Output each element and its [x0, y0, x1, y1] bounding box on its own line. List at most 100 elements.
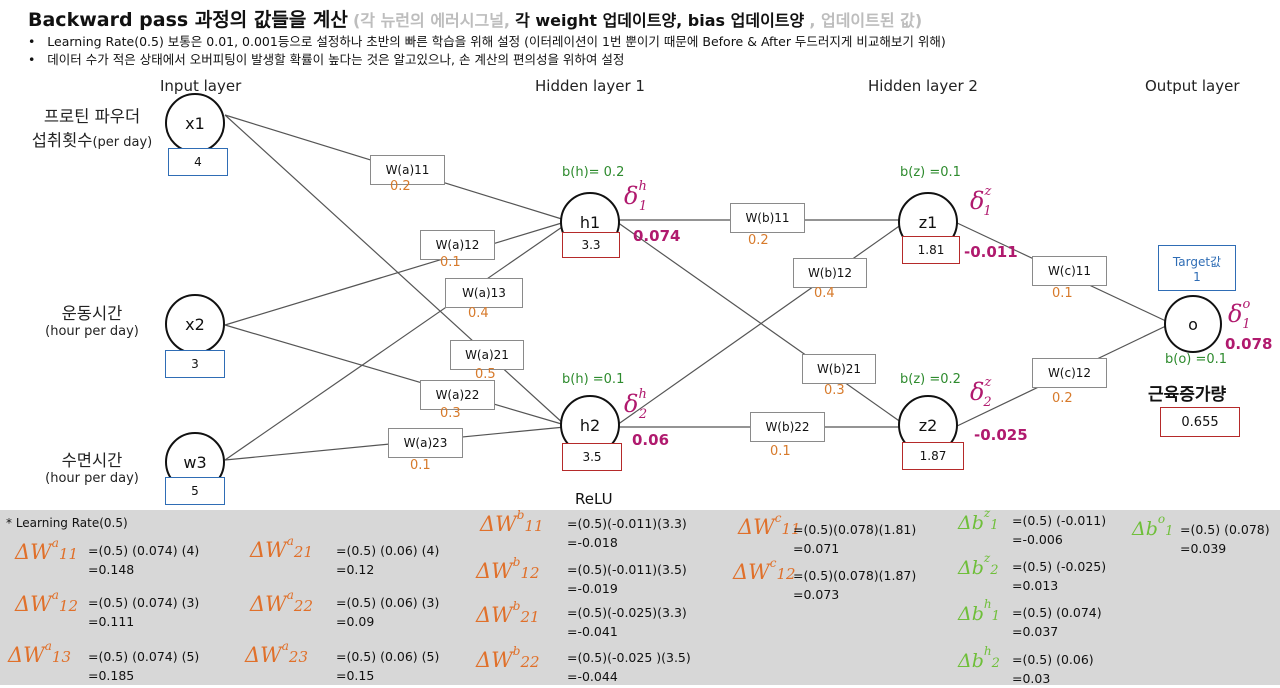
node-x2: x2	[165, 294, 225, 354]
delta-h2-icon: δh2	[624, 387, 648, 422]
calc-b21: =(0.5)(-0.025)(3.3) =-0.041	[567, 603, 687, 641]
calc-bz1: =(0.5) (-0.011) =-0.006	[1012, 511, 1106, 549]
calc-c12-line2: =0.073	[793, 587, 840, 602]
delta-w-a23-symbol: ΔWa23	[245, 639, 308, 667]
calculation-panel	[0, 510, 1280, 685]
weight-a13: W(a)13	[445, 278, 523, 308]
calc-bo: =(0.5) (0.078) =0.039	[1180, 520, 1270, 558]
input-label-3-unit: (hour per day)	[45, 471, 139, 486]
calc-a21-line2: =0.12	[336, 562, 375, 577]
delta-w-a11-sup: a	[51, 536, 59, 550]
calc-c11-line2: =0.071	[793, 541, 840, 556]
value-z1: 1.81	[902, 236, 960, 264]
delta-b-z2-sub: 2	[990, 563, 999, 578]
input-label-2: 운동시간 (hour per day)	[22, 300, 162, 339]
calc-a13-line1: =(0.5) (0.074) (5)	[88, 649, 200, 664]
delta-b-o-symbol: Δbo1	[1132, 512, 1174, 540]
delta-h2-value: 0.06	[632, 431, 670, 449]
delta-w-a22-symbol: ΔWa22	[250, 588, 313, 616]
input-label-2-main: 운동시간	[61, 304, 123, 323]
calc-c12: =(0.5)(0.078)(1.87) =0.073	[793, 566, 916, 604]
delta-b-h1-symbol: Δbh1	[958, 597, 1000, 625]
delta-z2-icon: δz2	[970, 375, 992, 410]
title-note-3: , 업데이트된 값)	[809, 11, 923, 30]
page-title-row: Backward pass 과정의 값들을 계산 (각 뉴런의 에러시그널, 각…	[28, 5, 922, 32]
calc-a11: =(0.5) (0.074) (4) =0.148	[88, 541, 199, 579]
calc-b12-line1: =(0.5)(-0.011)(3.5)	[567, 562, 687, 577]
delta-w-a13-symbol: ΔWa13	[8, 639, 71, 667]
delta-w-b11-sub: 11	[524, 517, 544, 535]
value-x2: 3	[165, 350, 225, 378]
calc-bh2-line1: =(0.5) (0.06)	[1012, 652, 1094, 667]
bias-o: b(o) =0.1	[1165, 352, 1228, 367]
calc-a23-line1: =(0.5) (0.06) (5)	[336, 649, 440, 664]
delta-w-b11-sup: b	[516, 508, 525, 522]
weight-b22: W(b)22	[750, 412, 825, 442]
delta-w-a21-sup: a	[286, 534, 294, 548]
weight-c12: W(c)12	[1032, 358, 1107, 388]
output-name: 근육증가량	[1148, 385, 1227, 405]
calc-c11-line1: =(0.5)(0.078)(1.81)	[793, 522, 917, 537]
delta-w-c11-symbol: ΔWc11	[738, 511, 801, 539]
calc-a12: =(0.5) (0.074) (3) =0.111	[88, 593, 199, 631]
value-x1: 4	[168, 148, 228, 176]
weight-c12-value: 0.2	[1052, 391, 1073, 406]
calc-a22: =(0.5) (0.06) (3) =0.09	[336, 593, 439, 631]
calc-bz1-line1: =(0.5) (-0.011)	[1012, 513, 1107, 528]
delta-w-b21-symbol: ΔWb21	[476, 599, 540, 627]
delta-w-a12-sub: 12	[58, 597, 78, 615]
delta-b-z1-sub: 1	[990, 518, 999, 533]
delta-w-a21-symbol: ΔWa21	[250, 534, 313, 562]
weight-a21: W(a)21	[450, 340, 524, 370]
input-label-1-line1: 프로틴 파우더	[43, 107, 141, 126]
delta-o-icon: δo1	[1228, 297, 1251, 332]
line-x2-h1	[224, 221, 566, 326]
calc-bh2: =(0.5) (0.06) =0.03	[1012, 650, 1094, 688]
weight-a23-value: 0.1	[410, 458, 431, 473]
calc-b12: =(0.5)(-0.011)(3.5) =-0.019	[567, 560, 687, 598]
delta-w-b22-sup: b	[512, 644, 521, 658]
weight-b21: W(b)21	[802, 354, 876, 384]
target-label: Target값	[1172, 254, 1222, 269]
delta-h1-value: 0.074	[633, 227, 681, 245]
bullet-1-text: Learning Rate(0.5) 보통은 0.01, 0.001등으로 설정…	[47, 34, 946, 49]
title-note-1: (각 뉴런의 에러시그널,	[352, 11, 510, 30]
delta-w-b21-sup: b	[512, 599, 521, 613]
delta-b-h2-sub: 2	[991, 656, 1000, 671]
delta-w-a11-symbol: ΔWa11	[15, 536, 78, 564]
weight-b11-value: 0.2	[748, 233, 769, 248]
delta-w-a22-sub: 22	[293, 597, 313, 615]
line-x3-h1	[224, 224, 566, 461]
title-note-2: 각 weight 업데이트양, bias 업데이트양	[515, 11, 805, 30]
delta-w-a13-sup: a	[44, 639, 52, 653]
delta-b-h1-sub: 1	[991, 609, 1000, 624]
weight-a21-value: 0.5	[475, 367, 496, 382]
weight-a11-value: 0.2	[390, 179, 411, 194]
calc-a23: =(0.5) (0.06) (5) =0.15	[336, 647, 439, 685]
bullet-2-text: 데이터 수가 적은 상태에서 오버피팅이 발생할 확률이 높다는 것은 알고있으…	[47, 52, 625, 67]
input-label-2-unit: (hour per day)	[45, 324, 139, 339]
weight-a22: W(a)22	[420, 380, 495, 410]
value-h1: 3.3	[562, 232, 620, 258]
delta-b-z1-sup: z	[983, 506, 991, 520]
delta-w-a22-sup: a	[286, 588, 294, 602]
delta-w-c12-sub: 12	[776, 565, 796, 583]
value-z2: 1.87	[902, 442, 964, 470]
delta-b-h1-sup: h	[983, 597, 992, 611]
input-label-1-unit: (per day)	[92, 135, 153, 150]
delta-b-o-sub: 1	[1165, 524, 1174, 539]
node-x1: x1	[165, 93, 225, 153]
delta-w-b22-sub: 22	[520, 653, 540, 671]
delta-w-a23-sub: 23	[288, 648, 308, 666]
calc-bh1-line1: =(0.5) (0.074)	[1012, 605, 1102, 620]
delta-w-c12-symbol: ΔWc12	[733, 556, 796, 584]
delta-w-a23-sup: a	[281, 639, 289, 653]
delta-w-b12-sup: b	[512, 555, 521, 569]
delta-b-h2-sup: h	[983, 644, 992, 658]
delta-b-z1-symbol: Δbz1	[958, 506, 999, 534]
delta-w-b22-symbol: ΔWb22	[476, 644, 540, 672]
calc-bz1-line2: =-0.006	[1012, 532, 1063, 547]
learning-rate-note: * Learning Rate(0.5)	[6, 516, 128, 530]
delta-w-b12-sub: 12	[520, 564, 540, 582]
bias-z1: b(z) =0.1	[900, 165, 961, 180]
